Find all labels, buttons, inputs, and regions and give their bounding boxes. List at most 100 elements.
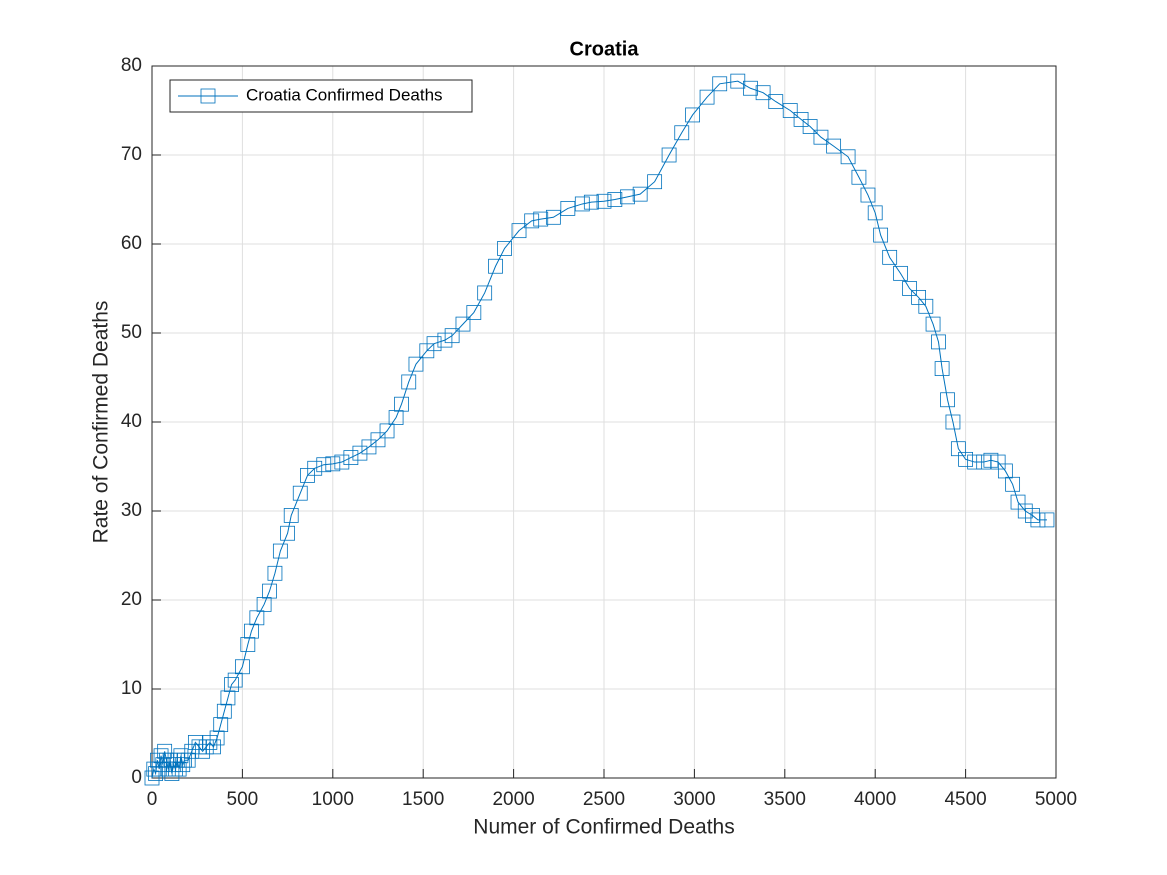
marker: [545, 209, 561, 225]
marker: [234, 659, 250, 675]
x-tick-label: 4000: [854, 789, 896, 810]
marker: [560, 200, 576, 216]
marker: [882, 249, 898, 265]
marker: [782, 103, 798, 118]
marker: [401, 374, 417, 390]
marker: [511, 223, 527, 239]
marker: [240, 637, 256, 652]
marker: [426, 336, 442, 352]
marker: [893, 265, 908, 281]
marker: [934, 361, 950, 377]
marker: [280, 525, 296, 541]
x-tick-label: 1000: [312, 789, 354, 810]
marker: [699, 89, 715, 105]
marker: [244, 623, 259, 639]
marker: [343, 450, 359, 466]
y-tick-label: 20: [121, 589, 142, 610]
marker: [379, 423, 395, 439]
marker: [352, 445, 368, 461]
x-tick-label: 500: [227, 789, 259, 810]
marker: [488, 258, 503, 274]
marker: [272, 543, 288, 559]
marker: [607, 192, 623, 207]
x-tick-label: 4500: [944, 789, 986, 810]
marker: [867, 205, 883, 221]
x-axis-label: Numer of Confirmed Deaths: [473, 816, 734, 839]
y-tick-label: 50: [121, 322, 142, 343]
y-axis-label: Rate of Confirmed Deaths: [90, 301, 113, 544]
marker: [171, 761, 187, 777]
marker: [674, 125, 690, 141]
marker: [220, 690, 236, 706]
marker: [292, 485, 308, 501]
y-tick-label: 80: [121, 55, 142, 76]
marker: [925, 316, 941, 332]
marker: [743, 80, 758, 96]
marker: [283, 508, 299, 523]
marker: [967, 454, 983, 470]
marker: [873, 227, 889, 243]
marker: [157, 743, 173, 759]
marker: [813, 129, 829, 145]
y-tick-label: 10: [121, 678, 142, 699]
marker: [267, 565, 283, 581]
marker: [497, 241, 512, 256]
x-tick-label: 5000: [1035, 789, 1077, 810]
axes-box: [151, 65, 1057, 779]
marker: [685, 107, 700, 123]
marker: [316, 457, 332, 473]
marker: [918, 298, 934, 314]
marker: [180, 752, 196, 768]
marker: [388, 410, 404, 425]
y-tick-label: 70: [121, 144, 142, 165]
marker: [1030, 512, 1046, 528]
marker: [583, 194, 599, 210]
x-tick-label: 2500: [583, 789, 625, 810]
y-tick-label: 30: [121, 500, 142, 521]
marker: [466, 305, 482, 320]
marker: [394, 396, 409, 412]
marker: [477, 285, 493, 301]
marker: [931, 334, 946, 350]
marker: [661, 147, 677, 163]
marker: [851, 169, 867, 185]
x-tick-label: 3500: [764, 789, 806, 810]
marker: [175, 757, 191, 773]
marker: [902, 281, 917, 296]
marker: [1005, 476, 1021, 492]
marker: [224, 677, 239, 692]
y-tick-label: 0: [131, 767, 142, 788]
marker: [334, 454, 350, 470]
marker: [840, 149, 856, 165]
marker: [325, 456, 341, 472]
x-tick-label: 3000: [673, 789, 715, 810]
marker: [712, 76, 728, 92]
marker: [940, 392, 955, 408]
marker: [524, 213, 540, 229]
marker: [958, 451, 973, 467]
marker: [256, 597, 272, 612]
marker: [647, 174, 663, 190]
y-tick-label: 60: [121, 233, 142, 254]
marker: [755, 85, 771, 101]
marker: [802, 119, 818, 134]
marker: [768, 94, 784, 109]
chart-title: Croatia: [570, 38, 640, 60]
marker: [213, 717, 229, 732]
legend-marker: [200, 88, 216, 104]
marker: [209, 730, 225, 746]
marker: [408, 356, 424, 372]
marker: [455, 316, 471, 332]
marker: [826, 138, 842, 154]
marker: [860, 187, 876, 203]
marker: [574, 196, 590, 212]
marker: [620, 189, 635, 205]
marker: [1039, 512, 1055, 528]
x-tick-label: 2000: [492, 789, 534, 810]
marker: [1025, 508, 1040, 523]
marker: [945, 414, 961, 430]
marker: [370, 432, 386, 448]
marker: [596, 193, 612, 209]
